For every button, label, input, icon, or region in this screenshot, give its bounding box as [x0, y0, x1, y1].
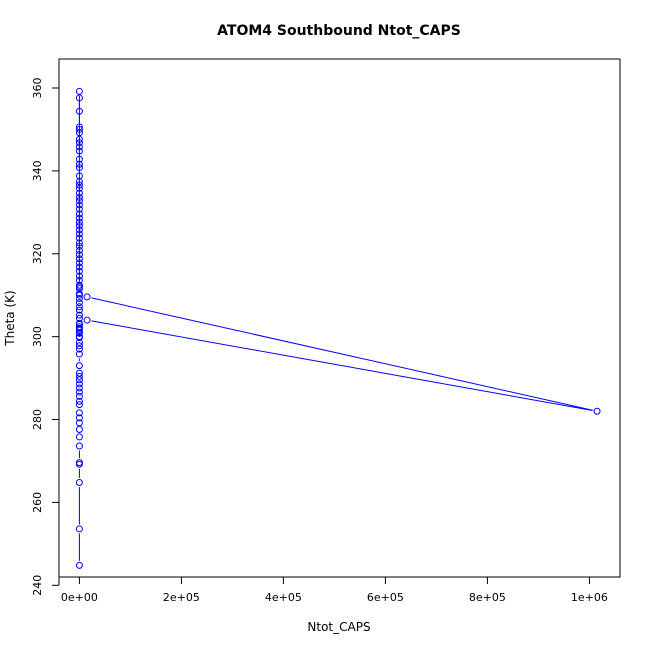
data-point	[75, 419, 83, 427]
data-point	[75, 267, 83, 275]
data-point	[75, 401, 83, 409]
data-point	[75, 425, 83, 433]
data-point	[75, 324, 83, 332]
data-point	[75, 283, 83, 291]
data-point	[75, 255, 83, 263]
x-tick-label: 6e+05	[367, 591, 404, 604]
data-point	[75, 239, 83, 247]
data-point	[75, 409, 83, 417]
series-line-segment	[91, 297, 593, 411]
data-point	[75, 479, 83, 487]
data-point	[75, 160, 83, 168]
data-point	[75, 218, 83, 226]
y-tick-label: 300	[31, 326, 44, 347]
data-point	[75, 197, 83, 205]
y-tick-label: 360	[31, 78, 44, 99]
data-point	[75, 303, 83, 311]
x-axis: 0e+00 2e+05 4e+05 6e+05 8e+05 1e+06	[61, 576, 608, 604]
data-point	[75, 414, 83, 422]
data-point	[75, 276, 83, 284]
series-line-segment	[91, 320, 593, 411]
data-point	[75, 362, 83, 370]
x-axis-label: Ntot_CAPS	[307, 620, 370, 634]
data-point	[75, 459, 83, 467]
data-point	[75, 155, 83, 163]
data-point	[75, 392, 83, 400]
data-point	[75, 242, 83, 250]
data-point	[75, 107, 83, 115]
data-point	[75, 291, 83, 299]
data-point	[75, 139, 83, 147]
data-point	[83, 293, 91, 301]
data-point	[75, 433, 83, 441]
data-point	[75, 234, 83, 242]
data-point	[75, 189, 83, 197]
data-point	[75, 350, 83, 358]
series-layer	[75, 87, 601, 569]
data-point	[75, 320, 83, 328]
data-point	[75, 442, 83, 450]
data-point	[75, 226, 83, 234]
data-point	[75, 345, 83, 353]
data-point	[75, 251, 83, 259]
x-tick-label: 4e+05	[265, 591, 302, 604]
data-point	[75, 329, 83, 337]
chart-title: ATOM4 Southbound Ntot_CAPS	[217, 23, 461, 39]
data-point	[75, 205, 83, 213]
data-point	[75, 384, 83, 392]
data-point	[75, 230, 83, 238]
data-point	[75, 193, 83, 201]
data-point	[83, 316, 91, 324]
x-tick-label: 2e+05	[163, 591, 200, 604]
data-point	[75, 299, 83, 307]
data-point	[75, 94, 83, 102]
data-point	[75, 172, 83, 180]
data-point	[75, 388, 83, 396]
y-tick-label: 320	[31, 243, 44, 264]
x-tick-label: 0e+00	[61, 591, 98, 604]
x-tick-label: 8e+05	[469, 591, 506, 604]
data-point	[75, 333, 83, 341]
data-point	[75, 210, 83, 218]
data-point	[75, 376, 83, 384]
y-tick-label: 340	[31, 160, 44, 181]
data-point	[75, 125, 83, 133]
data-point	[75, 306, 83, 314]
data-point	[75, 123, 83, 131]
data-point	[75, 181, 83, 189]
data-point	[75, 164, 83, 172]
data-point	[75, 222, 83, 230]
y-tick-label: 280	[31, 409, 44, 430]
data-point	[75, 214, 83, 222]
y-tick-label: 260	[31, 492, 44, 513]
data-point	[593, 407, 601, 415]
data-point	[75, 525, 83, 533]
data-point	[75, 369, 83, 377]
data-point	[75, 184, 83, 192]
data-point	[75, 143, 83, 151]
data-point	[75, 263, 83, 271]
data-point	[75, 201, 83, 209]
data-point	[75, 380, 83, 388]
y-tick-label: 240	[31, 575, 44, 596]
data-point	[75, 397, 83, 405]
data-point	[75, 135, 83, 143]
y-axis-label: Theta (K)	[3, 290, 17, 346]
data-point	[75, 372, 83, 380]
data-point	[75, 147, 83, 155]
y-axis: 240 260 280 300 320 340 360	[31, 78, 60, 596]
x-tick-label: 1e+06	[571, 591, 608, 604]
data-point	[75, 272, 83, 280]
data-point	[75, 342, 83, 350]
data-point	[75, 87, 83, 95]
data-point	[75, 259, 83, 267]
data-point	[75, 561, 83, 569]
data-point	[75, 246, 83, 254]
data-point	[75, 311, 83, 319]
data-point	[75, 295, 83, 303]
